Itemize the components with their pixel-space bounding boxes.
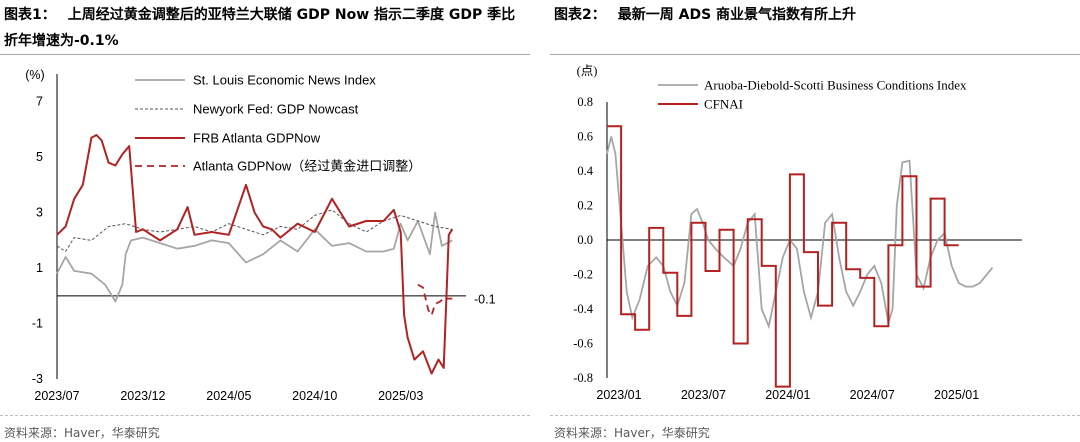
gdpnow-line-chart: 7 5 3 1 -1 -3 (%) 2023/07 2023/12 2024/05 2024/10 2… <box>25 68 496 403</box>
legend-label: Atlanta GDPNow（经过黄金进口调整） <box>193 159 421 174</box>
legend-label: Aruoba-Diebold-Scotti Business Condition… <box>704 78 967 93</box>
y-tick-label: -3 <box>32 372 43 386</box>
legend-label: St. Louis Economic News Index <box>193 73 376 88</box>
y-tick-label: 0.6 <box>577 130 593 144</box>
series-line <box>607 125 959 388</box>
chart-panel-1: 图表1： 上周经过黄金调整后的亚特兰大联储 GDP Now 指示二季度 GDP 季… <box>0 0 530 442</box>
y-tick-label: 0.4 <box>577 164 593 178</box>
x-tick-label: 2024/07 <box>850 388 895 402</box>
y-tick-label: 7 <box>36 95 43 109</box>
y-tick-label: -0.4 <box>573 302 594 316</box>
title-rule-2 <box>550 54 1080 55</box>
series-line <box>56 209 453 252</box>
legend-label: Newyork Fed: GDP Nowcast <box>193 102 359 117</box>
x-tick-label: 2023/07 <box>681 388 726 402</box>
y-tick-label: 0.0 <box>577 233 593 247</box>
chart-label-2: 图表2： <box>554 7 606 23</box>
source-note-1: 资料来源：Haver，华泰研究 <box>4 426 160 440</box>
chart-title-2: 图表2： 最新一周 ADS 商业景气指数有所上升 <box>554 2 1074 28</box>
chart-title-text-1: 上周经过黄金调整后的亚特兰大联储 GDP Now 指示二季度 GDP 季比折年增… <box>4 7 516 49</box>
source-note-2: 资料来源：Haver，华泰研究 <box>554 426 710 440</box>
y-tick-label: 5 <box>36 150 43 164</box>
x-tick-label: 2024/10 <box>292 389 337 403</box>
y-tick-label: 1 <box>36 261 43 275</box>
y-tick-label: -0.8 <box>573 371 593 385</box>
legend-label: FRB Atlanta GDPNow <box>193 131 321 146</box>
y-tick-label: -0.2 <box>573 268 593 282</box>
series-line <box>56 211 453 303</box>
source-rule-1 <box>0 415 530 416</box>
y-unit-label: (点) <box>577 64 598 78</box>
x-tick-label: 2025/03 <box>378 389 423 403</box>
x-tick-label: 2023/07 <box>34 389 79 403</box>
x-tick-label: 2024/05 <box>206 389 251 403</box>
series-line <box>606 136 994 330</box>
chart-panel-2: 图表2： 最新一周 ADS 商业景气指数有所上升 0.8 0.6 0.4 0.2 0.0 -… <box>550 0 1080 442</box>
x-tick-label: 2023/12 <box>120 389 165 403</box>
legend-label: CFNAI <box>704 97 743 112</box>
y-unit-label: (%) <box>25 68 44 82</box>
series-line <box>56 134 454 375</box>
y-tick-label: 3 <box>36 206 43 220</box>
series-line <box>417 283 453 317</box>
chart-title-text-2: 最新一周 ADS 商业景气指数有所上升 <box>617 7 857 23</box>
source-rule-2 <box>550 415 1080 416</box>
title-rule-1 <box>0 54 530 55</box>
x-tick-label: 2024/01 <box>765 388 810 402</box>
y-tick-label: 0.8 <box>577 95 593 109</box>
x-tick-label: 2025/01 <box>934 388 979 402</box>
chart-label-1: 图表1： <box>4 7 56 23</box>
y-tick-label: -0.6 <box>573 337 593 351</box>
y-tick-label: -1 <box>32 317 43 331</box>
x-tick-label: 2023/01 <box>596 388 641 402</box>
y-tick-label: 0.2 <box>577 199 593 213</box>
chart-title-1: 图表1： 上周经过黄金调整后的亚特兰大联储 GDP Now 指示二季度 GDP 季… <box>4 2 524 54</box>
ads-cfnai-line-chart: 0.8 0.6 0.4 0.2 0.0 -0.2 -0.4 -0.6 -0.8 (点) 2023/0… <box>573 64 1022 402</box>
value-annotation: -0.1 <box>474 293 496 307</box>
